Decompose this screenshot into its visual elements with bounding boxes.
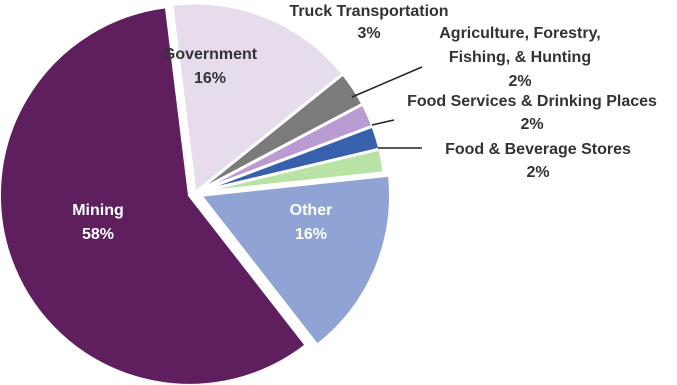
label-agriculture-forestry-fishing-and-hunting-name-2: Fishing, & Hunting [449, 49, 591, 66]
leader-line-food-services-and-drinking-places [371, 119, 395, 126]
leader-lines [351, 66, 423, 149]
slice-other [199, 173, 393, 347]
leader-line-agriculture-forestry-fishing-and-hunting [351, 66, 423, 98]
label-truck-transportation-pct: 3% [357, 25, 380, 42]
label-food-and-beverage-stores-name: Food & Beverage Stores [445, 141, 631, 158]
label-agriculture-forestry-fishing-and-hunting-pct: 2% [508, 73, 531, 90]
label-government-name: Government [163, 46, 258, 63]
label-food-and-beverage-stores-pct: 2% [526, 164, 549, 181]
label-mining-name: Mining [72, 202, 124, 219]
slice-government [170, 1, 345, 195]
label-truck-transportation-name: Truck Transportation [289, 3, 448, 20]
label-other-name: Other [290, 202, 333, 219]
label-mining-pct: 58% [82, 226, 114, 243]
label-government-pct: 16% [194, 70, 226, 87]
slice-labels: Mining 58% Government 16% Truck Transportati… [72, 3, 657, 243]
label-agriculture-forestry-fishing-and-hunting-name-1: Agriculture, Forestry, [439, 25, 601, 42]
label-other-pct: 16% [295, 226, 327, 243]
pie-slices [0, 1, 393, 385]
slice-food-and-beverage-stores [193, 147, 386, 195]
label-food-services-and-drinking-places-name: Food Services & Drinking Places [407, 93, 657, 110]
label-food-services-and-drinking-places-pct: 2% [520, 116, 543, 133]
slice-mining [0, 5, 308, 385]
